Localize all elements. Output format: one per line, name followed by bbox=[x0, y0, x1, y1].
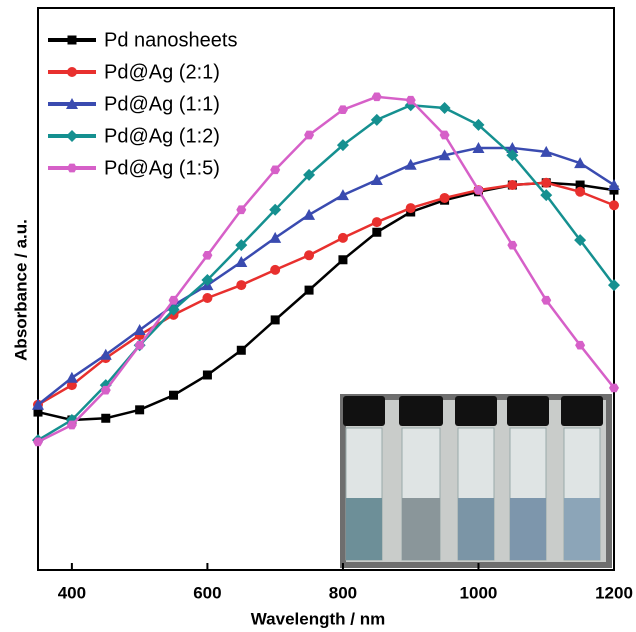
data-point bbox=[609, 200, 619, 211]
legend-label: Pd@Ag (2:1) bbox=[104, 61, 220, 83]
data-point bbox=[609, 383, 619, 393]
legend-marker bbox=[67, 67, 77, 77]
legend-marker bbox=[67, 35, 77, 45]
data-point bbox=[236, 205, 247, 215]
data-point bbox=[541, 177, 552, 188]
data-point bbox=[304, 285, 314, 295]
y-axis-label: Absorbance / a.u. bbox=[11, 219, 30, 361]
data-point bbox=[472, 118, 485, 131]
data-point bbox=[472, 141, 485, 153]
data-point bbox=[608, 179, 620, 191]
legend-marker bbox=[67, 163, 77, 173]
data-point bbox=[236, 345, 246, 355]
data-point bbox=[372, 227, 382, 237]
series-line bbox=[37, 181, 615, 406]
data-point bbox=[405, 203, 416, 214]
data-point bbox=[439, 192, 450, 203]
data-point bbox=[33, 407, 43, 417]
legend-label: Pd@Ag (1:2) bbox=[104, 125, 220, 147]
data-point bbox=[338, 255, 348, 265]
data-point bbox=[371, 217, 382, 228]
x-tick-label: 600 bbox=[193, 583, 221, 602]
data-point bbox=[303, 168, 316, 181]
data-point bbox=[169, 390, 179, 400]
data-point bbox=[270, 165, 281, 175]
data-point bbox=[236, 280, 247, 291]
data-point bbox=[370, 113, 383, 126]
data-point bbox=[438, 102, 451, 115]
data-point bbox=[66, 420, 77, 430]
data-point bbox=[168, 295, 179, 305]
data-point bbox=[574, 157, 587, 169]
data-point bbox=[101, 413, 111, 423]
data-point bbox=[303, 208, 316, 220]
data-point bbox=[133, 324, 146, 336]
data-point bbox=[32, 398, 44, 410]
x-tick-label: 800 bbox=[329, 583, 357, 602]
inset-photo bbox=[340, 394, 612, 568]
data-point bbox=[304, 250, 315, 261]
data-point bbox=[575, 186, 586, 197]
data-point bbox=[575, 180, 585, 190]
legend-marker bbox=[66, 98, 78, 109]
legend-label: Pd@Ag (1:5) bbox=[104, 157, 220, 179]
data-point bbox=[438, 149, 451, 161]
legend-marker bbox=[66, 130, 78, 142]
legend-label: Pd nanosheets bbox=[104, 29, 237, 51]
data-point bbox=[235, 256, 248, 268]
data-point bbox=[167, 303, 180, 316]
data-point bbox=[269, 203, 282, 216]
data-point bbox=[370, 173, 383, 185]
data-point bbox=[336, 139, 349, 152]
legend-label: Pd@Ag (1:1) bbox=[104, 93, 220, 115]
data-point bbox=[439, 130, 450, 140]
data-point bbox=[405, 95, 416, 105]
data-point bbox=[506, 141, 519, 153]
data-point bbox=[270, 315, 280, 325]
data-point bbox=[541, 295, 552, 305]
data-point bbox=[506, 149, 519, 162]
series-line bbox=[37, 181, 615, 422]
x-tick-label: 400 bbox=[58, 583, 86, 602]
data-point bbox=[574, 234, 587, 247]
data-point bbox=[235, 239, 248, 252]
data-point bbox=[99, 348, 112, 360]
data-point bbox=[100, 385, 111, 395]
data-point bbox=[33, 437, 43, 447]
data-point bbox=[202, 370, 212, 380]
x-tick-label: 1000 bbox=[460, 583, 498, 602]
data-point bbox=[540, 145, 553, 157]
data-point bbox=[507, 240, 518, 250]
data-point bbox=[201, 274, 214, 287]
data-point bbox=[270, 264, 281, 275]
data-point bbox=[269, 231, 282, 243]
data-point bbox=[540, 189, 553, 202]
series-line bbox=[37, 95, 615, 443]
data-point bbox=[336, 189, 349, 201]
series-line bbox=[37, 146, 615, 406]
data-point bbox=[575, 340, 586, 350]
data-point bbox=[135, 405, 145, 415]
data-point bbox=[304, 130, 315, 140]
data-point bbox=[507, 180, 518, 191]
series-line bbox=[37, 103, 615, 442]
data-point bbox=[134, 340, 145, 350]
x-tick-label: 1200 bbox=[595, 583, 633, 602]
data-point bbox=[202, 250, 213, 260]
data-point bbox=[609, 185, 619, 195]
data-point bbox=[608, 279, 620, 292]
data-point bbox=[65, 371, 78, 383]
data-point bbox=[371, 92, 382, 102]
data-point bbox=[337, 232, 348, 243]
data-point bbox=[404, 158, 417, 170]
data-point bbox=[202, 292, 213, 303]
data-point bbox=[337, 105, 348, 115]
x-axis-label: Wavelength / nm bbox=[251, 609, 385, 628]
data-point bbox=[473, 185, 484, 195]
